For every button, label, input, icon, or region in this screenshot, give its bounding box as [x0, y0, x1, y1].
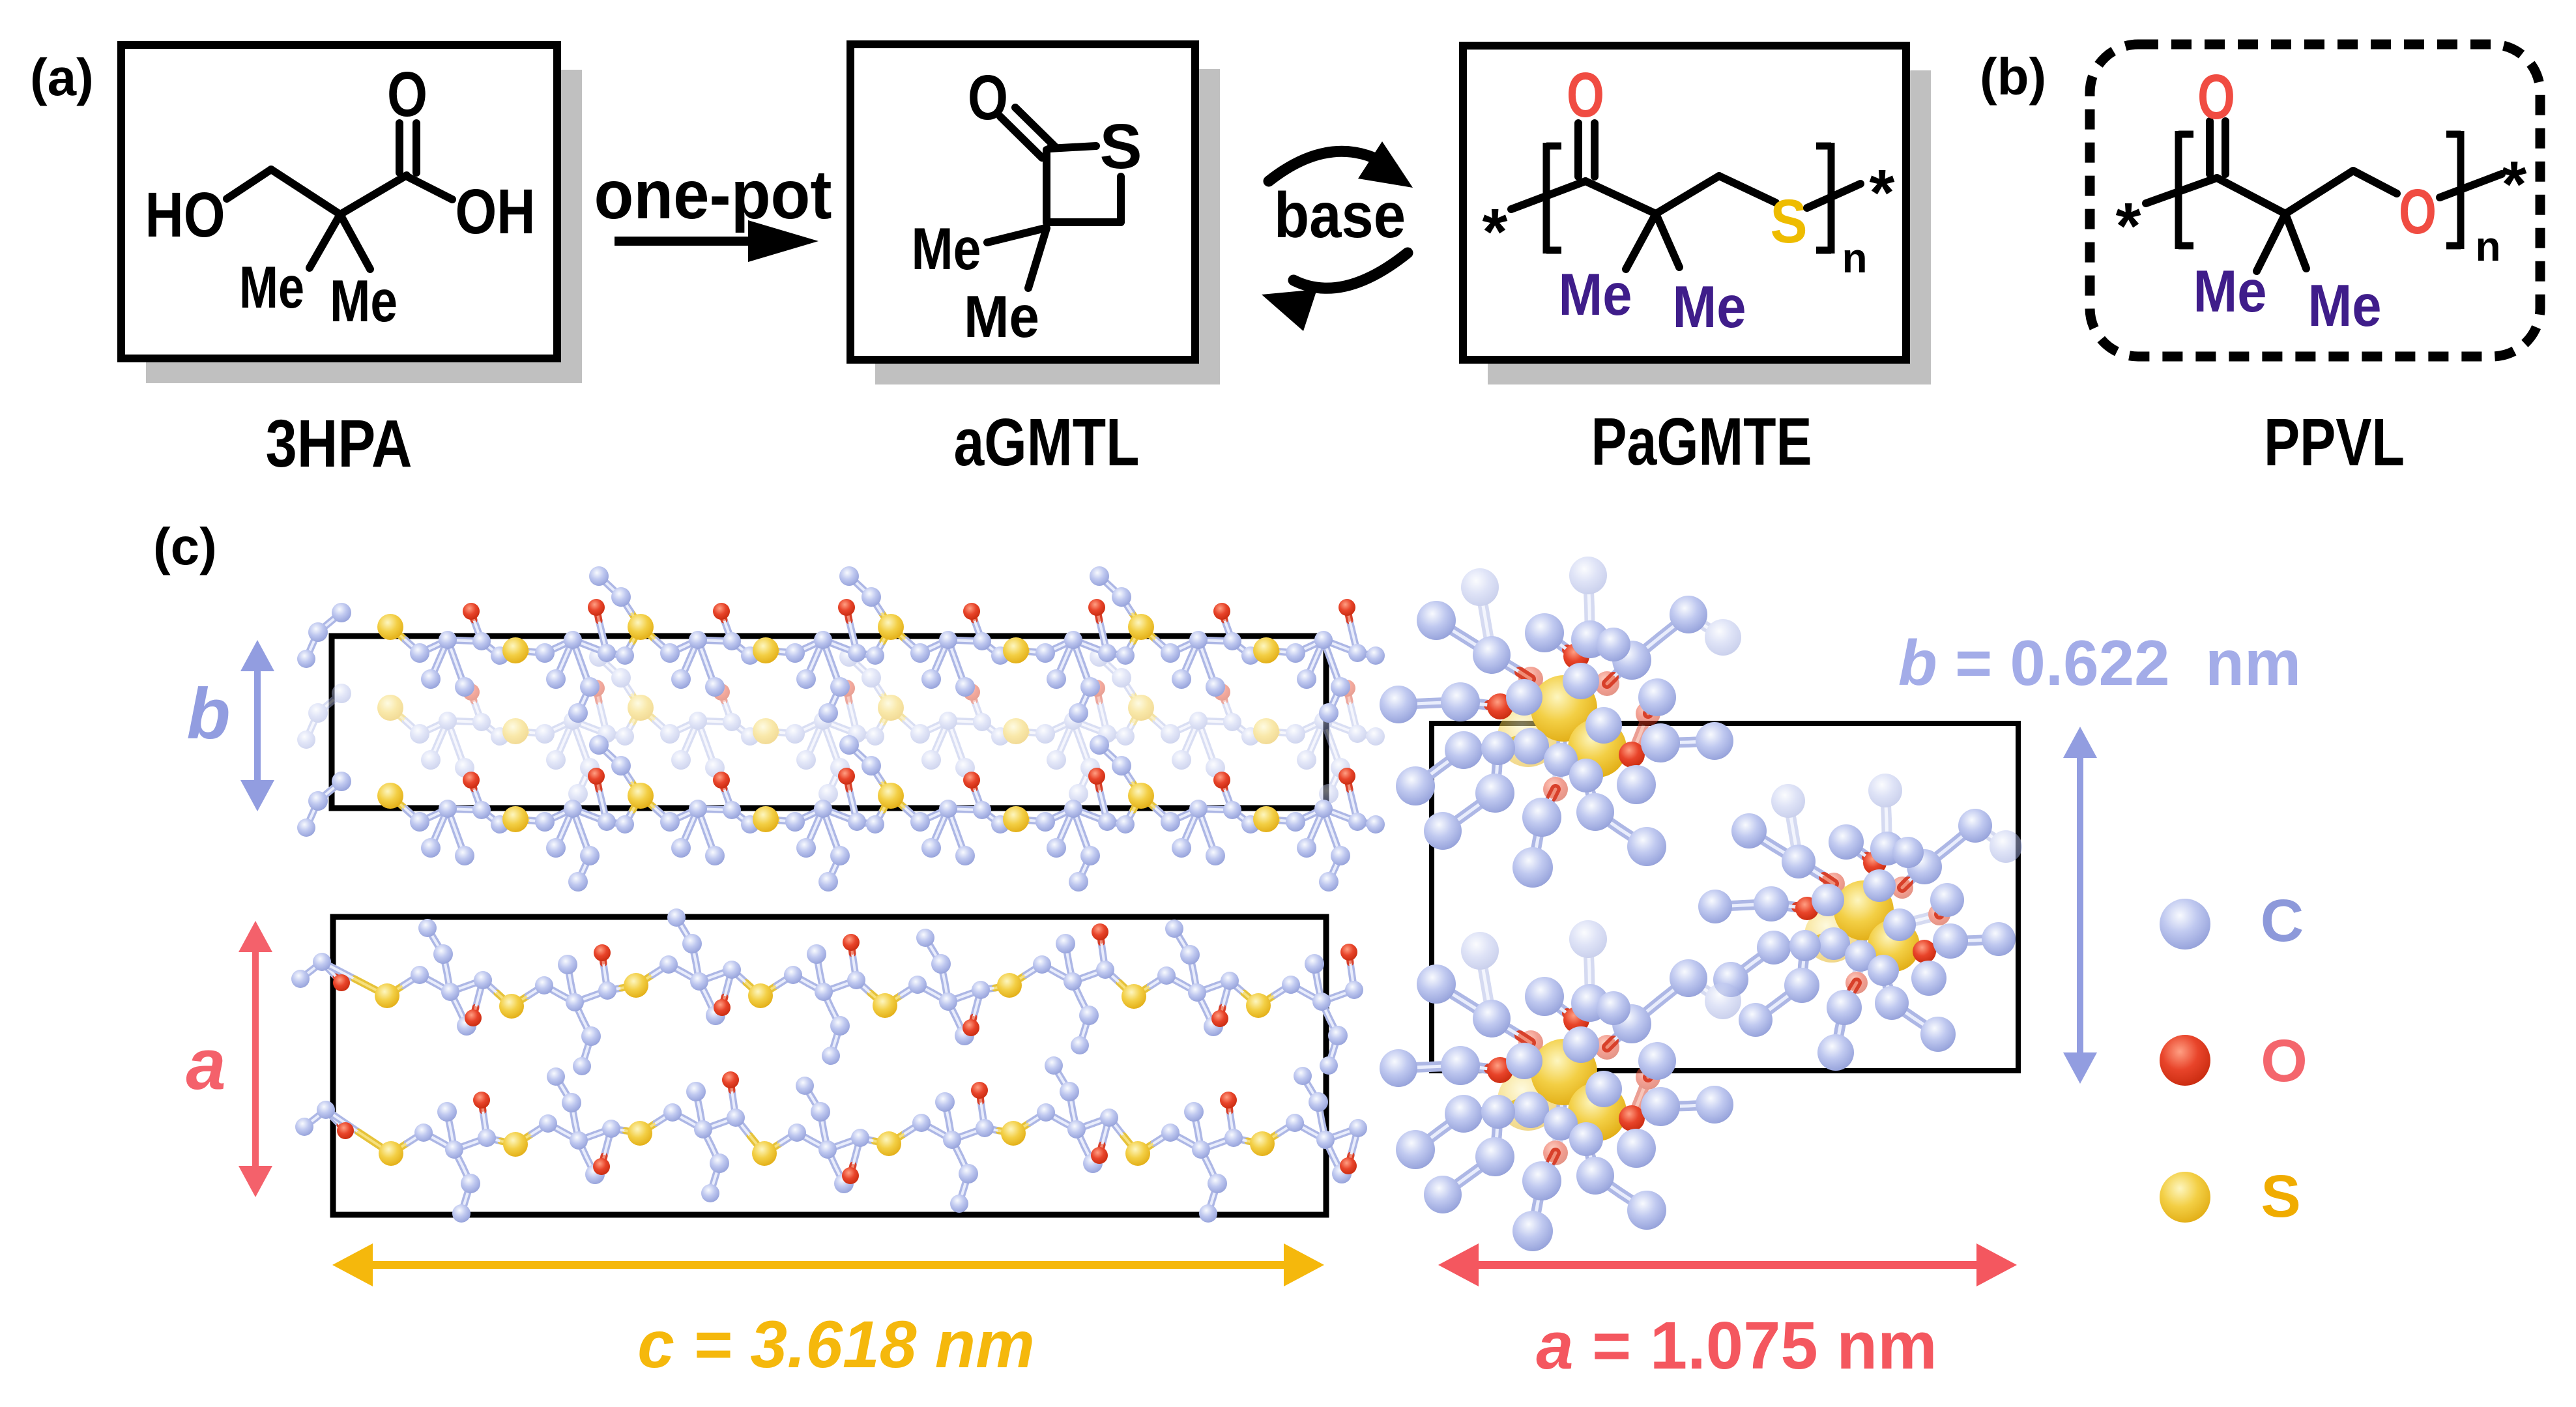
- svg-text:n: n: [2475, 223, 2500, 270]
- svg-text:a = 1.075 nm: a = 1.075 nm: [1536, 1308, 1937, 1383]
- svg-text:O: O: [2197, 61, 2235, 132]
- svg-text:Me: Me: [1673, 274, 1746, 340]
- svg-text:C: C: [2261, 888, 2304, 954]
- svg-text:Me: Me: [964, 284, 1039, 350]
- svg-text:Me: Me: [1559, 262, 1632, 328]
- svg-text:aGMTL: aGMTL: [954, 405, 1140, 480]
- svg-text:(b): (b): [1980, 48, 2046, 106]
- svg-text:*: *: [1870, 156, 1895, 229]
- svg-text:c = 3.618 nm: c = 3.618 nm: [637, 1307, 1035, 1382]
- svg-text:O: O: [387, 59, 427, 130]
- svg-text:(c): (c): [153, 517, 217, 575]
- svg-text:HO: HO: [145, 179, 225, 250]
- svg-text:*: *: [2502, 148, 2527, 221]
- svg-text:*: *: [2116, 190, 2141, 263]
- svg-text:one-pot: one-pot: [594, 156, 832, 233]
- svg-text:Me: Me: [2193, 259, 2267, 325]
- svg-text:PaGMTE: PaGMTE: [1591, 404, 1812, 479]
- svg-text:Me: Me: [330, 268, 398, 334]
- svg-text:O: O: [2399, 176, 2437, 247]
- svg-text:S: S: [2261, 1163, 2300, 1230]
- svg-text:a: a: [186, 1024, 225, 1105]
- svg-text:S: S: [1100, 111, 1142, 182]
- svg-text:PPVL: PPVL: [2264, 405, 2405, 480]
- svg-text:b = 0.622 nm: b = 0.622 nm: [1898, 627, 2301, 699]
- svg-text:n: n: [1842, 235, 1867, 282]
- svg-text:O: O: [1567, 59, 1604, 130]
- svg-text:S: S: [1771, 187, 1808, 256]
- svg-text:base: base: [1274, 179, 1406, 251]
- svg-text:OH: OH: [456, 176, 536, 247]
- svg-text:Me: Me: [2308, 273, 2382, 339]
- svg-text:Me: Me: [239, 255, 304, 321]
- svg-text:*: *: [1483, 196, 1508, 268]
- svg-text:(a): (a): [30, 48, 94, 106]
- svg-text:O: O: [2261, 1028, 2308, 1094]
- svg-text:Me: Me: [912, 216, 981, 282]
- svg-text:b: b: [186, 674, 230, 754]
- svg-text:3HPA: 3HPA: [266, 406, 412, 481]
